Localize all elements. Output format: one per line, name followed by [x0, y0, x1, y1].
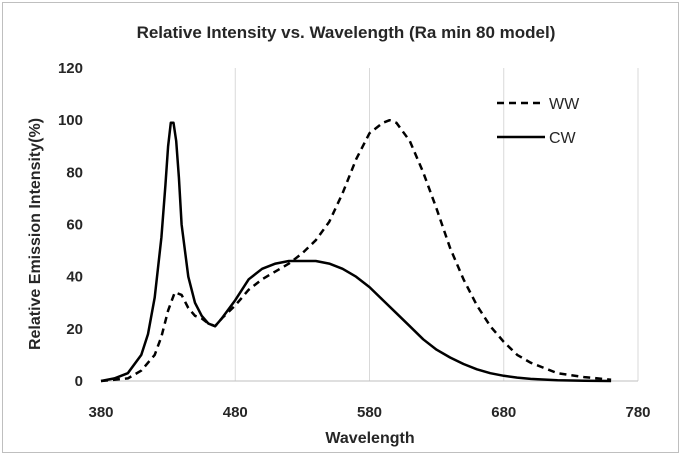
- legend-label-cw: CW: [549, 130, 577, 147]
- legend-label-ww: WW: [549, 96, 580, 113]
- series-layer: [100, 118, 612, 383]
- y-tick-label: 0: [75, 373, 83, 390]
- x-tick-label: 780: [625, 404, 650, 421]
- x-axis-title: Wavelength: [325, 430, 414, 447]
- x-tick-label: 480: [223, 404, 248, 421]
- x-tick-labels: 380 480 580 680 780: [88, 404, 650, 421]
- y-tick-label: 80: [66, 164, 83, 181]
- y-tick-label: 60: [66, 217, 83, 234]
- legend: WW CW: [497, 96, 580, 147]
- y-tick-label: 40: [66, 269, 83, 286]
- series-line-cw: [100, 121, 612, 383]
- y-axis-title: Relative Emission Intensity(%): [27, 118, 44, 350]
- y-tick-labels: 0 20 40 60 80 100 120: [58, 60, 83, 390]
- y-tick-label: 120: [58, 60, 83, 77]
- y-tick-label: 100: [58, 112, 83, 129]
- x-tick-label: 680: [491, 404, 516, 421]
- grid-lines: [234, 68, 639, 381]
- x-tick-label: 580: [357, 404, 382, 421]
- series-line-ww: [100, 118, 612, 383]
- x-tick-label: 380: [88, 404, 113, 421]
- chart-title: Relative Intensity vs. Wavelength (Ra mi…: [137, 23, 556, 42]
- y-tick-label: 20: [66, 321, 83, 338]
